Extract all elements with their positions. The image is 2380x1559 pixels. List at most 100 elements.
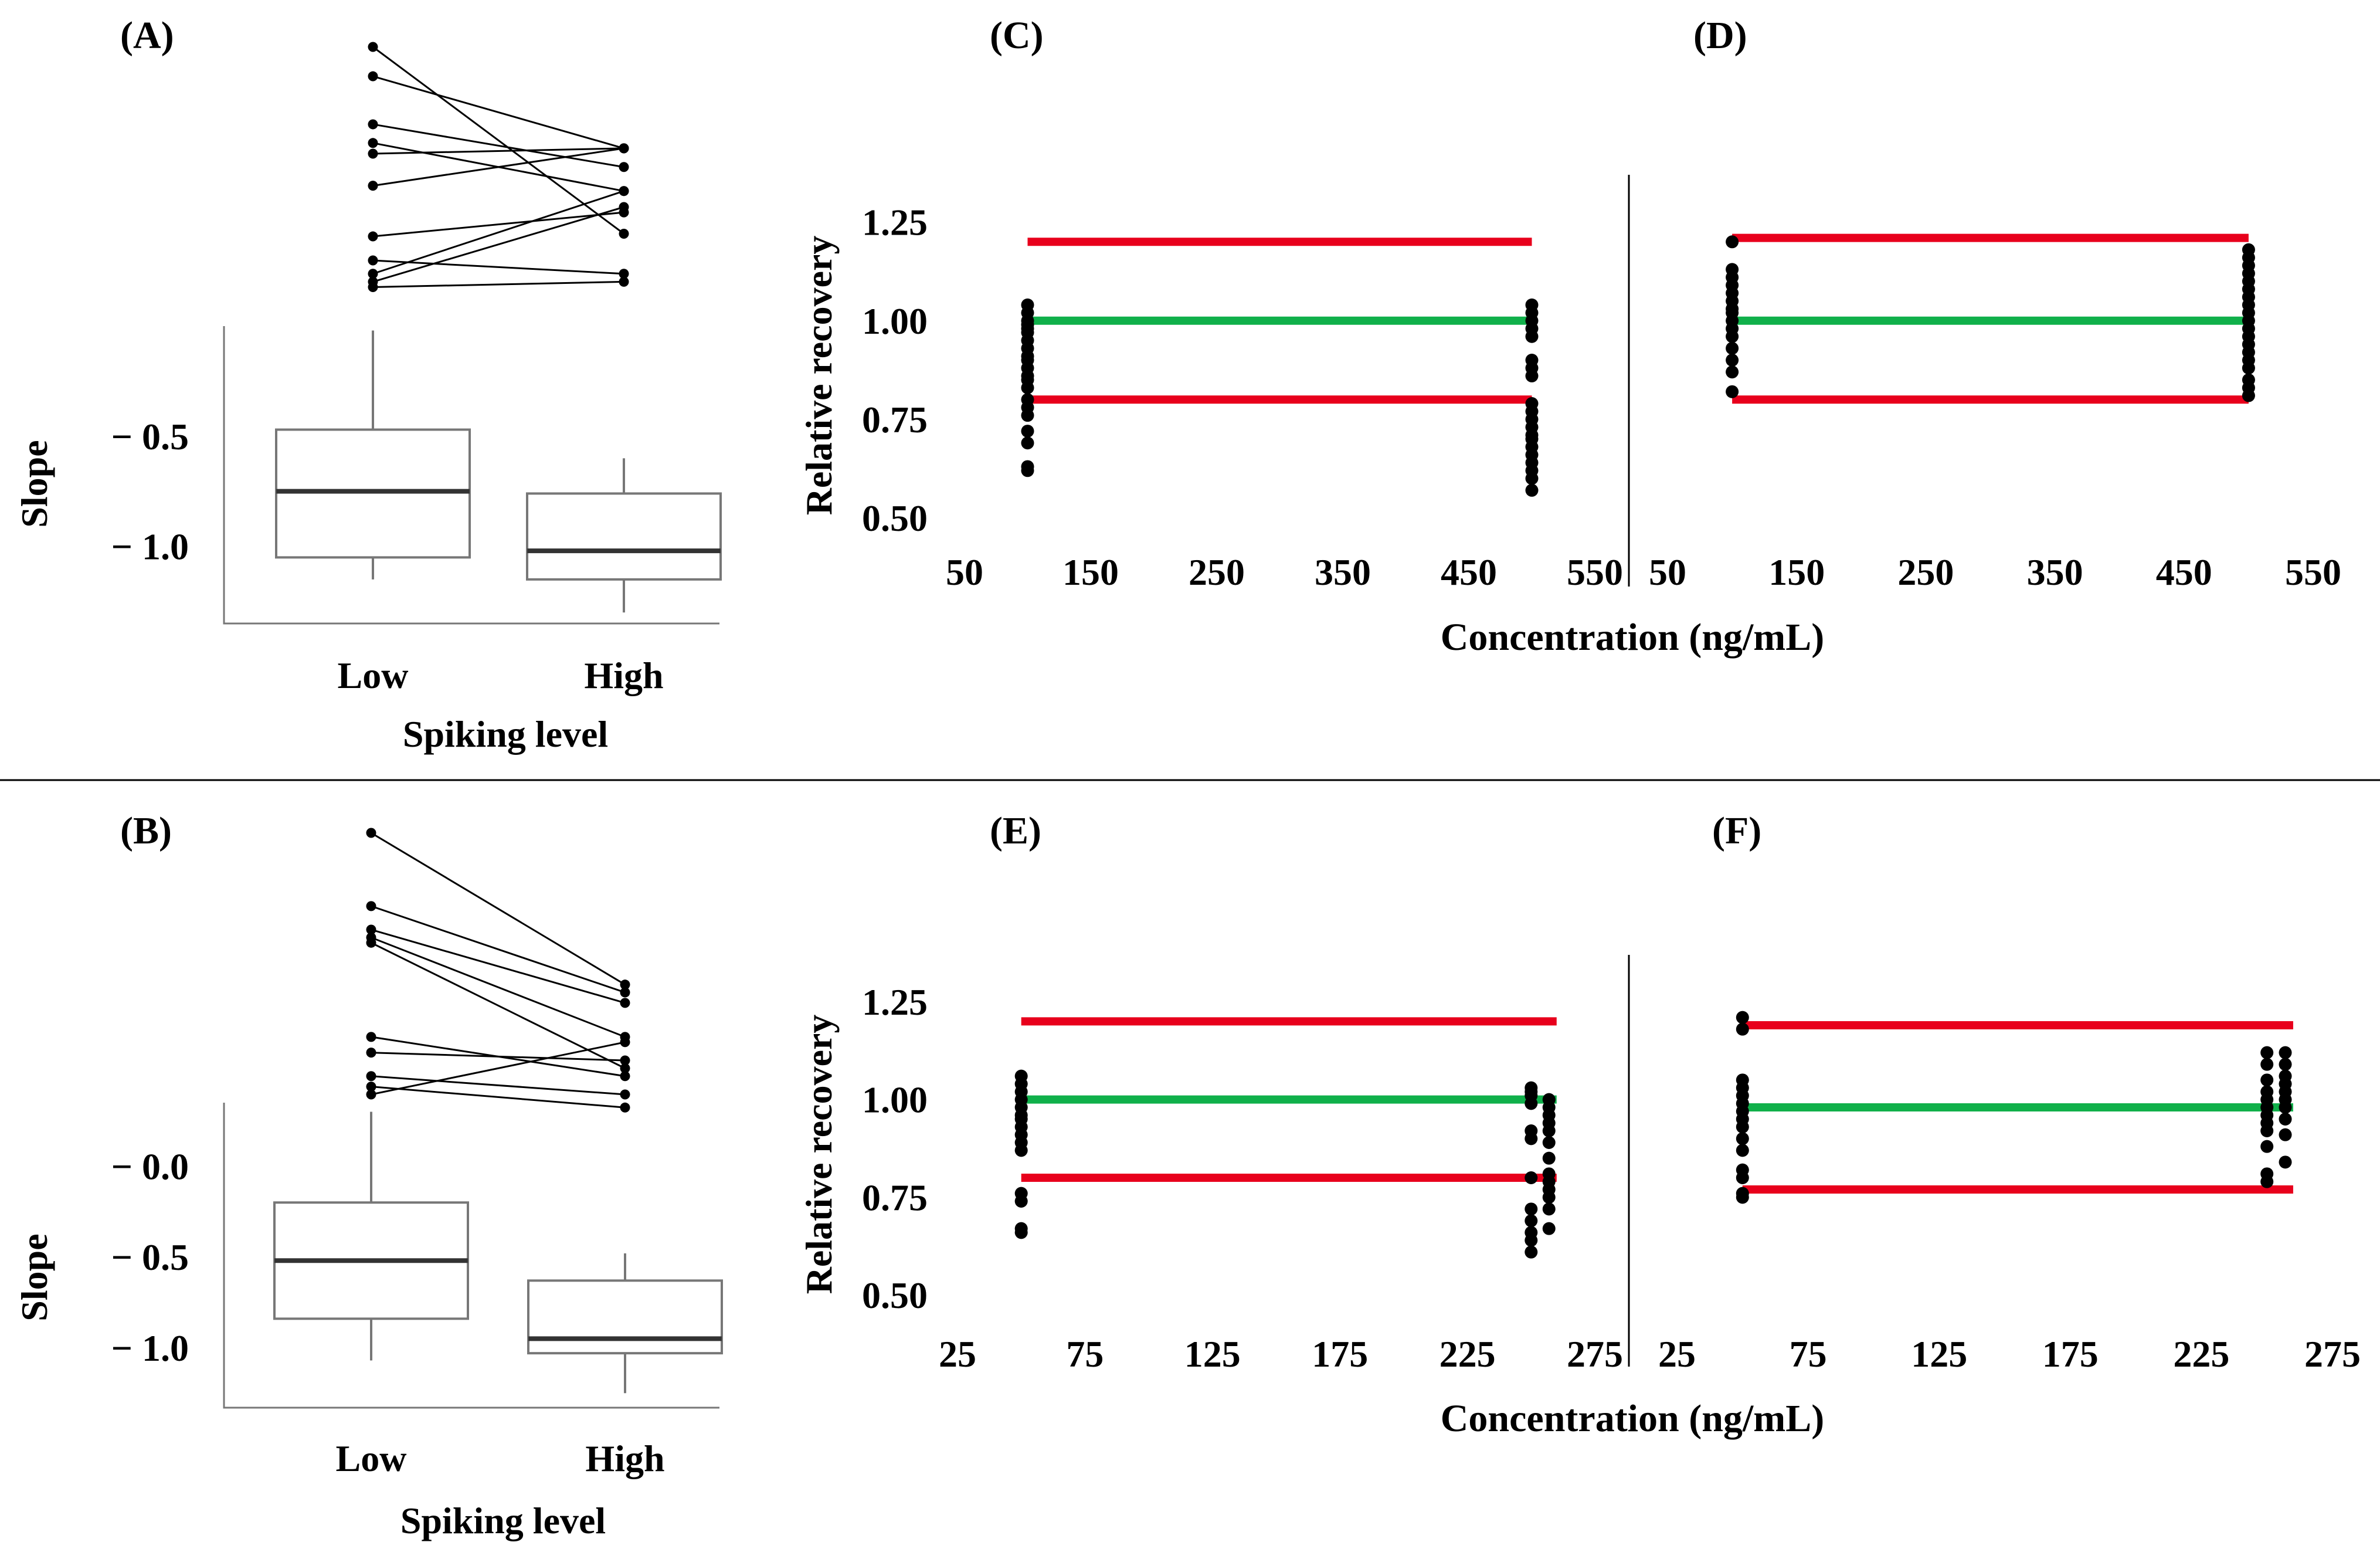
panel-e-point bbox=[1542, 1202, 1556, 1216]
panel-b-high-point bbox=[620, 1102, 630, 1113]
panel-a-high-point bbox=[619, 143, 629, 154]
panel-a-box-1 bbox=[526, 492, 722, 581]
panel-f-xtick-label: 25 bbox=[1658, 1333, 1696, 1375]
panel-b-xlabel: Spiking level bbox=[400, 1500, 606, 1541]
panel-b-ylabel: Slope bbox=[13, 1233, 55, 1321]
panel-b-low-point bbox=[366, 1032, 376, 1042]
panel-d-x-ticks: 50 150 250 350 450 550 bbox=[1649, 551, 2341, 593]
panel-f-points bbox=[1736, 1011, 2292, 1204]
panel-d-xtick-label: 150 bbox=[1768, 551, 1825, 593]
panel-a-box-plot: − 0.5 − 1.0 Low High Spiking level Slope bbox=[13, 42, 722, 755]
panel-b-low-point bbox=[366, 1082, 376, 1092]
panel-c-ylabel: Relative recovery bbox=[798, 236, 840, 516]
panel-c-reference-lines bbox=[1027, 238, 1532, 404]
panel-c-xtick-label: 350 bbox=[1315, 551, 1371, 593]
panel-c-point bbox=[1021, 381, 1034, 395]
panel-a-high-point bbox=[619, 269, 629, 279]
panel-a-ytick-label: − 1.0 bbox=[111, 526, 189, 568]
panel-b-high-point bbox=[620, 1055, 630, 1066]
panel-a-pair-line bbox=[372, 75, 624, 150]
panel-e-point bbox=[1525, 1202, 1538, 1216]
panel-e-ytick-label: 0.50 bbox=[862, 1275, 928, 1316]
panel-f-scatter: 25 75 125 175 225 275 bbox=[1658, 1011, 2361, 1375]
panel-a-low-point bbox=[368, 42, 378, 52]
panel-e-point bbox=[1014, 1226, 1028, 1239]
panel-a-pair-line bbox=[372, 147, 624, 187]
panel-c-point bbox=[1021, 464, 1034, 477]
panel-label-f: (F) bbox=[1712, 809, 1761, 852]
panel-b-pair-line bbox=[371, 1075, 626, 1096]
panel-b-pair-line bbox=[371, 1041, 626, 1096]
panel-a-y-ticks: − 0.5 − 1.0 bbox=[111, 416, 189, 568]
panel-b-high-point bbox=[620, 998, 630, 1008]
panel-f-point bbox=[2260, 1124, 2274, 1137]
panel-e-point bbox=[1542, 1151, 1556, 1165]
panel-b-low-point bbox=[366, 901, 376, 911]
panel-e-point bbox=[1014, 1195, 1028, 1208]
panel-b-high-point bbox=[620, 980, 630, 990]
panel-b-high-point bbox=[620, 1037, 630, 1048]
panel-f-point bbox=[1736, 1144, 1749, 1157]
panel-a-pair-line bbox=[372, 211, 624, 238]
panel-e-xtick-label: 125 bbox=[1184, 1333, 1241, 1375]
panel-a-low-point bbox=[368, 255, 378, 266]
panel-d-point bbox=[2242, 361, 2255, 375]
panel-f-point bbox=[1736, 1191, 1749, 1204]
panel-c-xtick-label: 50 bbox=[946, 551, 983, 593]
panel-a-pair-line bbox=[372, 46, 624, 235]
panel-e-xtick-label: 225 bbox=[1439, 1333, 1496, 1375]
panel-b-boxes bbox=[273, 1111, 723, 1394]
panel-c-point bbox=[1525, 483, 1539, 497]
panel-f-point bbox=[2260, 1140, 2274, 1153]
panel-b-pair-line bbox=[371, 832, 626, 985]
panel-f-point bbox=[2279, 1101, 2292, 1114]
panel-f-point bbox=[1736, 1132, 1749, 1145]
panel-a-high-point bbox=[619, 229, 629, 239]
panel-a-pair-line bbox=[372, 206, 624, 283]
panel-a-pair-line bbox=[372, 259, 624, 275]
panel-b-pair-line bbox=[371, 1086, 626, 1109]
panel-label-e: (E) bbox=[990, 809, 1041, 852]
panel-f-point bbox=[2279, 1046, 2292, 1059]
panel-d-reference-lines bbox=[1732, 233, 2249, 404]
panel-d-point bbox=[1726, 235, 1739, 249]
panel-d-scatter: 50 150 250 350 450 550 bbox=[1649, 233, 2341, 593]
panel-a-xlabel: Spiking level bbox=[403, 713, 608, 755]
panel-label-d: (D) bbox=[1693, 14, 1747, 57]
panel-a-high-point bbox=[619, 276, 629, 287]
panel-c-y-ticks: 0.50 0.75 1.00 1.25 bbox=[862, 202, 928, 539]
panel-b-box-plot: − 0.0 − 0.5 − 1.0 Low High Spiking level S… bbox=[13, 828, 723, 1541]
panel-c-point bbox=[1021, 425, 1034, 438]
panel-b-low-point bbox=[366, 937, 376, 948]
panel-e-point bbox=[1542, 1124, 1556, 1137]
panel-b-low-point bbox=[366, 1089, 376, 1100]
panel-b-high-point bbox=[620, 1071, 630, 1082]
panel-a-ylabel: Slope bbox=[13, 440, 55, 527]
panel-c-ytick-label: 1.00 bbox=[862, 300, 928, 342]
panel-d-point bbox=[1726, 354, 1739, 367]
panel-c-scatter: 50 150 250 350 450 550 0.50 0.75 1.00 1.25 Relat… bbox=[798, 202, 1623, 593]
panel-a-pair-line bbox=[372, 190, 624, 275]
panel-a-xtick-high: High bbox=[584, 655, 663, 696]
panel-c-ytick-label: 1.25 bbox=[862, 202, 928, 243]
panel-c-point bbox=[1525, 369, 1539, 382]
panel-b-box-1 bbox=[527, 1279, 723, 1355]
panel-e-ylabel: Relative recovery bbox=[798, 1015, 840, 1294]
panel-b-pair-line bbox=[371, 928, 626, 1004]
panel-label-a: (A) bbox=[120, 14, 174, 57]
panel-e-point bbox=[1542, 1191, 1556, 1204]
panel-a-low-point bbox=[368, 71, 378, 82]
panel-f-point bbox=[2260, 1046, 2274, 1059]
panel-d-xtick-label: 550 bbox=[2285, 551, 2341, 593]
panel-c-xtick-label: 150 bbox=[1062, 551, 1119, 593]
panel-c-ytick-label: 0.50 bbox=[862, 497, 928, 539]
xlabel-bottom: Concentration (ng/mL) bbox=[1441, 1397, 1824, 1440]
panel-c-xtick-label: 450 bbox=[1441, 551, 1497, 593]
panel-a-low-point bbox=[368, 282, 378, 292]
panel-f-xtick-label: 125 bbox=[1911, 1333, 1967, 1375]
panel-d-xtick-label: 250 bbox=[1897, 551, 1954, 593]
panel-a-low-point bbox=[368, 119, 378, 130]
panel-b-pair-line bbox=[371, 905, 626, 994]
panel-c-points bbox=[1021, 298, 1539, 497]
